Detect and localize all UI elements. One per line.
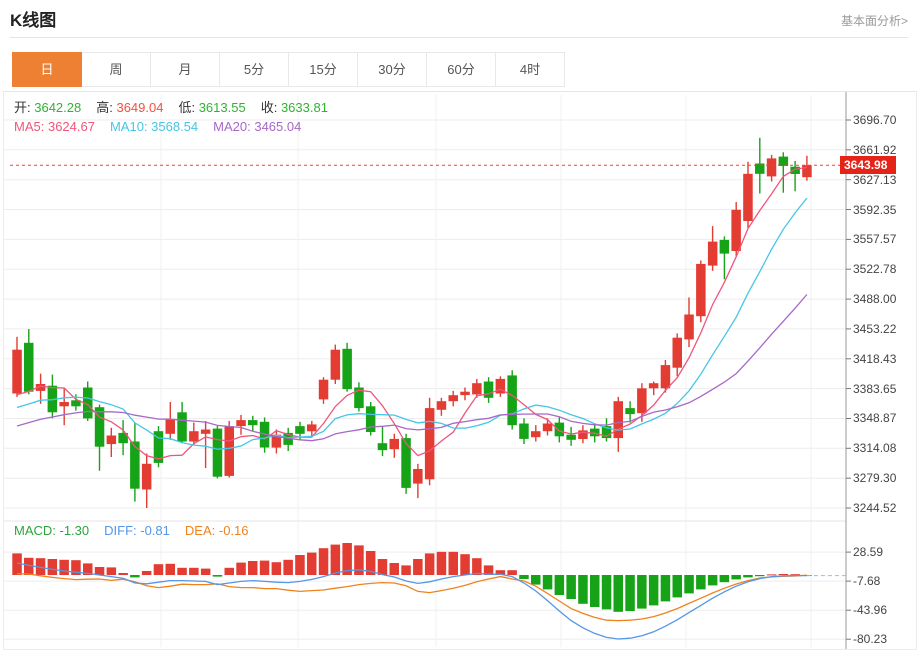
indicator-pair: 低: 3613.55: [178, 100, 246, 115]
indicator-pair: DIFF: -0.81: [104, 523, 170, 538]
y-axis-tick-label: 3661.92: [853, 142, 897, 157]
kline-chart[interactable]: [4, 92, 916, 649]
y-axis-tick-label: -80.23: [853, 632, 888, 647]
axis-ticks: [846, 119, 851, 640]
y-axis-tick-label: 3696.70: [853, 113, 897, 127]
ma20-line: [16, 294, 808, 442]
y-axis-tick-label: -7.68: [853, 574, 881, 589]
y-axis-tick-label: 3418.43: [853, 351, 897, 366]
y-axis-tick-label: 3383.65: [853, 381, 897, 396]
tab-5min[interactable]: 5分: [219, 52, 289, 87]
chart-container: 开: 3642.28 高: 3649.04 低: 3613.55 收: 3633.81…: [3, 91, 917, 650]
ma5-line: [16, 166, 807, 460]
y-axis-tick-label: 3592.35: [853, 202, 897, 217]
y-axis-tick-label: 28.59: [853, 545, 884, 560]
indicator-pair: 开: 3642.28: [14, 100, 82, 115]
macd-histogram: [12, 543, 812, 612]
dea-line: [16, 573, 807, 622]
y-axis-tick-label: 3244.52: [853, 501, 897, 515]
diff-line: [16, 562, 807, 640]
y-axis-tick-label: 3627.13: [853, 172, 897, 187]
y-axis-tick-label: 3488.00: [853, 292, 897, 307]
y-axis-tick-label: -43.96: [853, 603, 888, 618]
candlestick-series: [12, 137, 812, 508]
indicator-pair: MA5: 3624.67: [14, 119, 95, 134]
tab-60min[interactable]: 60分: [426, 52, 496, 87]
indicator-pair: 高: 3649.04: [96, 100, 164, 115]
interval-tabbar: 日周月 5分 15分 30分 60分 4时: [12, 52, 565, 87]
indicator-pair: 收: 3633.81: [260, 100, 328, 115]
macd-indicator-row: MACD: -1.30 DIFF: -0.81 DEA: -0.16: [14, 523, 264, 538]
page-title: K线图: [10, 11, 57, 30]
y-axis-tick-label: 3314.08: [853, 441, 897, 456]
y-axis-tick-label: 3279.30: [853, 471, 897, 486]
y-axis-tick-label: 3522.78: [853, 262, 897, 277]
indicator-pair: DEA: -0.16: [184, 523, 249, 538]
y-axis-tick-label: 3557.57: [853, 232, 897, 247]
tab-4hour[interactable]: 4时: [495, 52, 565, 87]
y-axis-tick-label: 3348.87: [853, 411, 897, 426]
ma-row: MA5: 3624.67 MA10: 3568.54 MA20: 3465.04: [14, 119, 316, 134]
fundamental-analysis-link[interactable]: 基本面分析>: [840, 14, 908, 28]
tab-30min[interactable]: 30分: [357, 52, 427, 87]
tab-15min[interactable]: 15分: [288, 52, 358, 87]
indicator-pair: MACD: -1.30: [14, 523, 90, 538]
tab-week[interactable]: 周: [81, 52, 151, 87]
tab-day[interactable]: 日: [12, 52, 82, 87]
y-axis-tick-label: 3453.22: [853, 321, 897, 336]
indicator-pair: MA10: 3568.54: [109, 119, 199, 134]
ohlc-row: 开: 3642.28 高: 3649.04 低: 3613.55 收: 3633.81: [14, 97, 343, 116]
title-divider: [10, 37, 908, 38]
indicator-pair: MA20: 3465.04: [213, 119, 302, 134]
tab-month[interactable]: 月: [150, 52, 220, 87]
ma10-line: [16, 197, 808, 450]
current-price-badge: 3643.98: [840, 156, 896, 174]
